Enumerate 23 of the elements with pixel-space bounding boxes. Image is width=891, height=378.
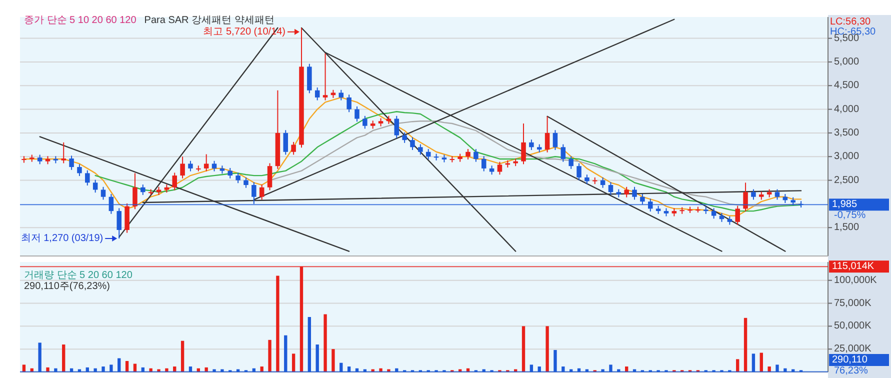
ref-line-label: 290,110 bbox=[832, 354, 868, 366]
y-tick-label: 1,500 bbox=[834, 222, 860, 234]
annotation: 최저 1,270 (03/19) bbox=[20, 232, 104, 244]
y-tick-label: 2,500 bbox=[834, 174, 860, 186]
text: 290,110주(76,23%) bbox=[24, 281, 110, 292]
y-tick-label: 4,500 bbox=[834, 80, 860, 92]
y-tick-label: 3,500 bbox=[834, 127, 860, 138]
y-tick-label: 25,000K bbox=[834, 344, 872, 355]
text: LC:56,30 bbox=[830, 16, 872, 28]
text: 거래량 단순 5 20 60 120 bbox=[24, 270, 133, 281]
chart-subtitle: Para SAR 강세패턴 약세패턴 bbox=[144, 15, 274, 26]
chart-title: 종가 단순 5 10 20 60 120 bbox=[24, 15, 137, 26]
y-tick-label: 4,000 bbox=[834, 104, 860, 115]
ref-line-label: 115,014K bbox=[832, 261, 874, 272]
y-tick-label: 50,000K bbox=[834, 320, 872, 332]
ref-line-label: 1,985 bbox=[832, 199, 858, 210]
y-tick-label: 100,000K bbox=[834, 274, 878, 286]
y-tick-label: 5,000 bbox=[834, 56, 860, 68]
y-tick-label: 75,000K bbox=[834, 298, 872, 309]
y-tick-label: 3,000 bbox=[834, 151, 860, 162]
text: -0,75% bbox=[834, 210, 866, 222]
text: 76,23% bbox=[834, 366, 868, 376]
text: HC:-65,30 bbox=[830, 26, 876, 38]
